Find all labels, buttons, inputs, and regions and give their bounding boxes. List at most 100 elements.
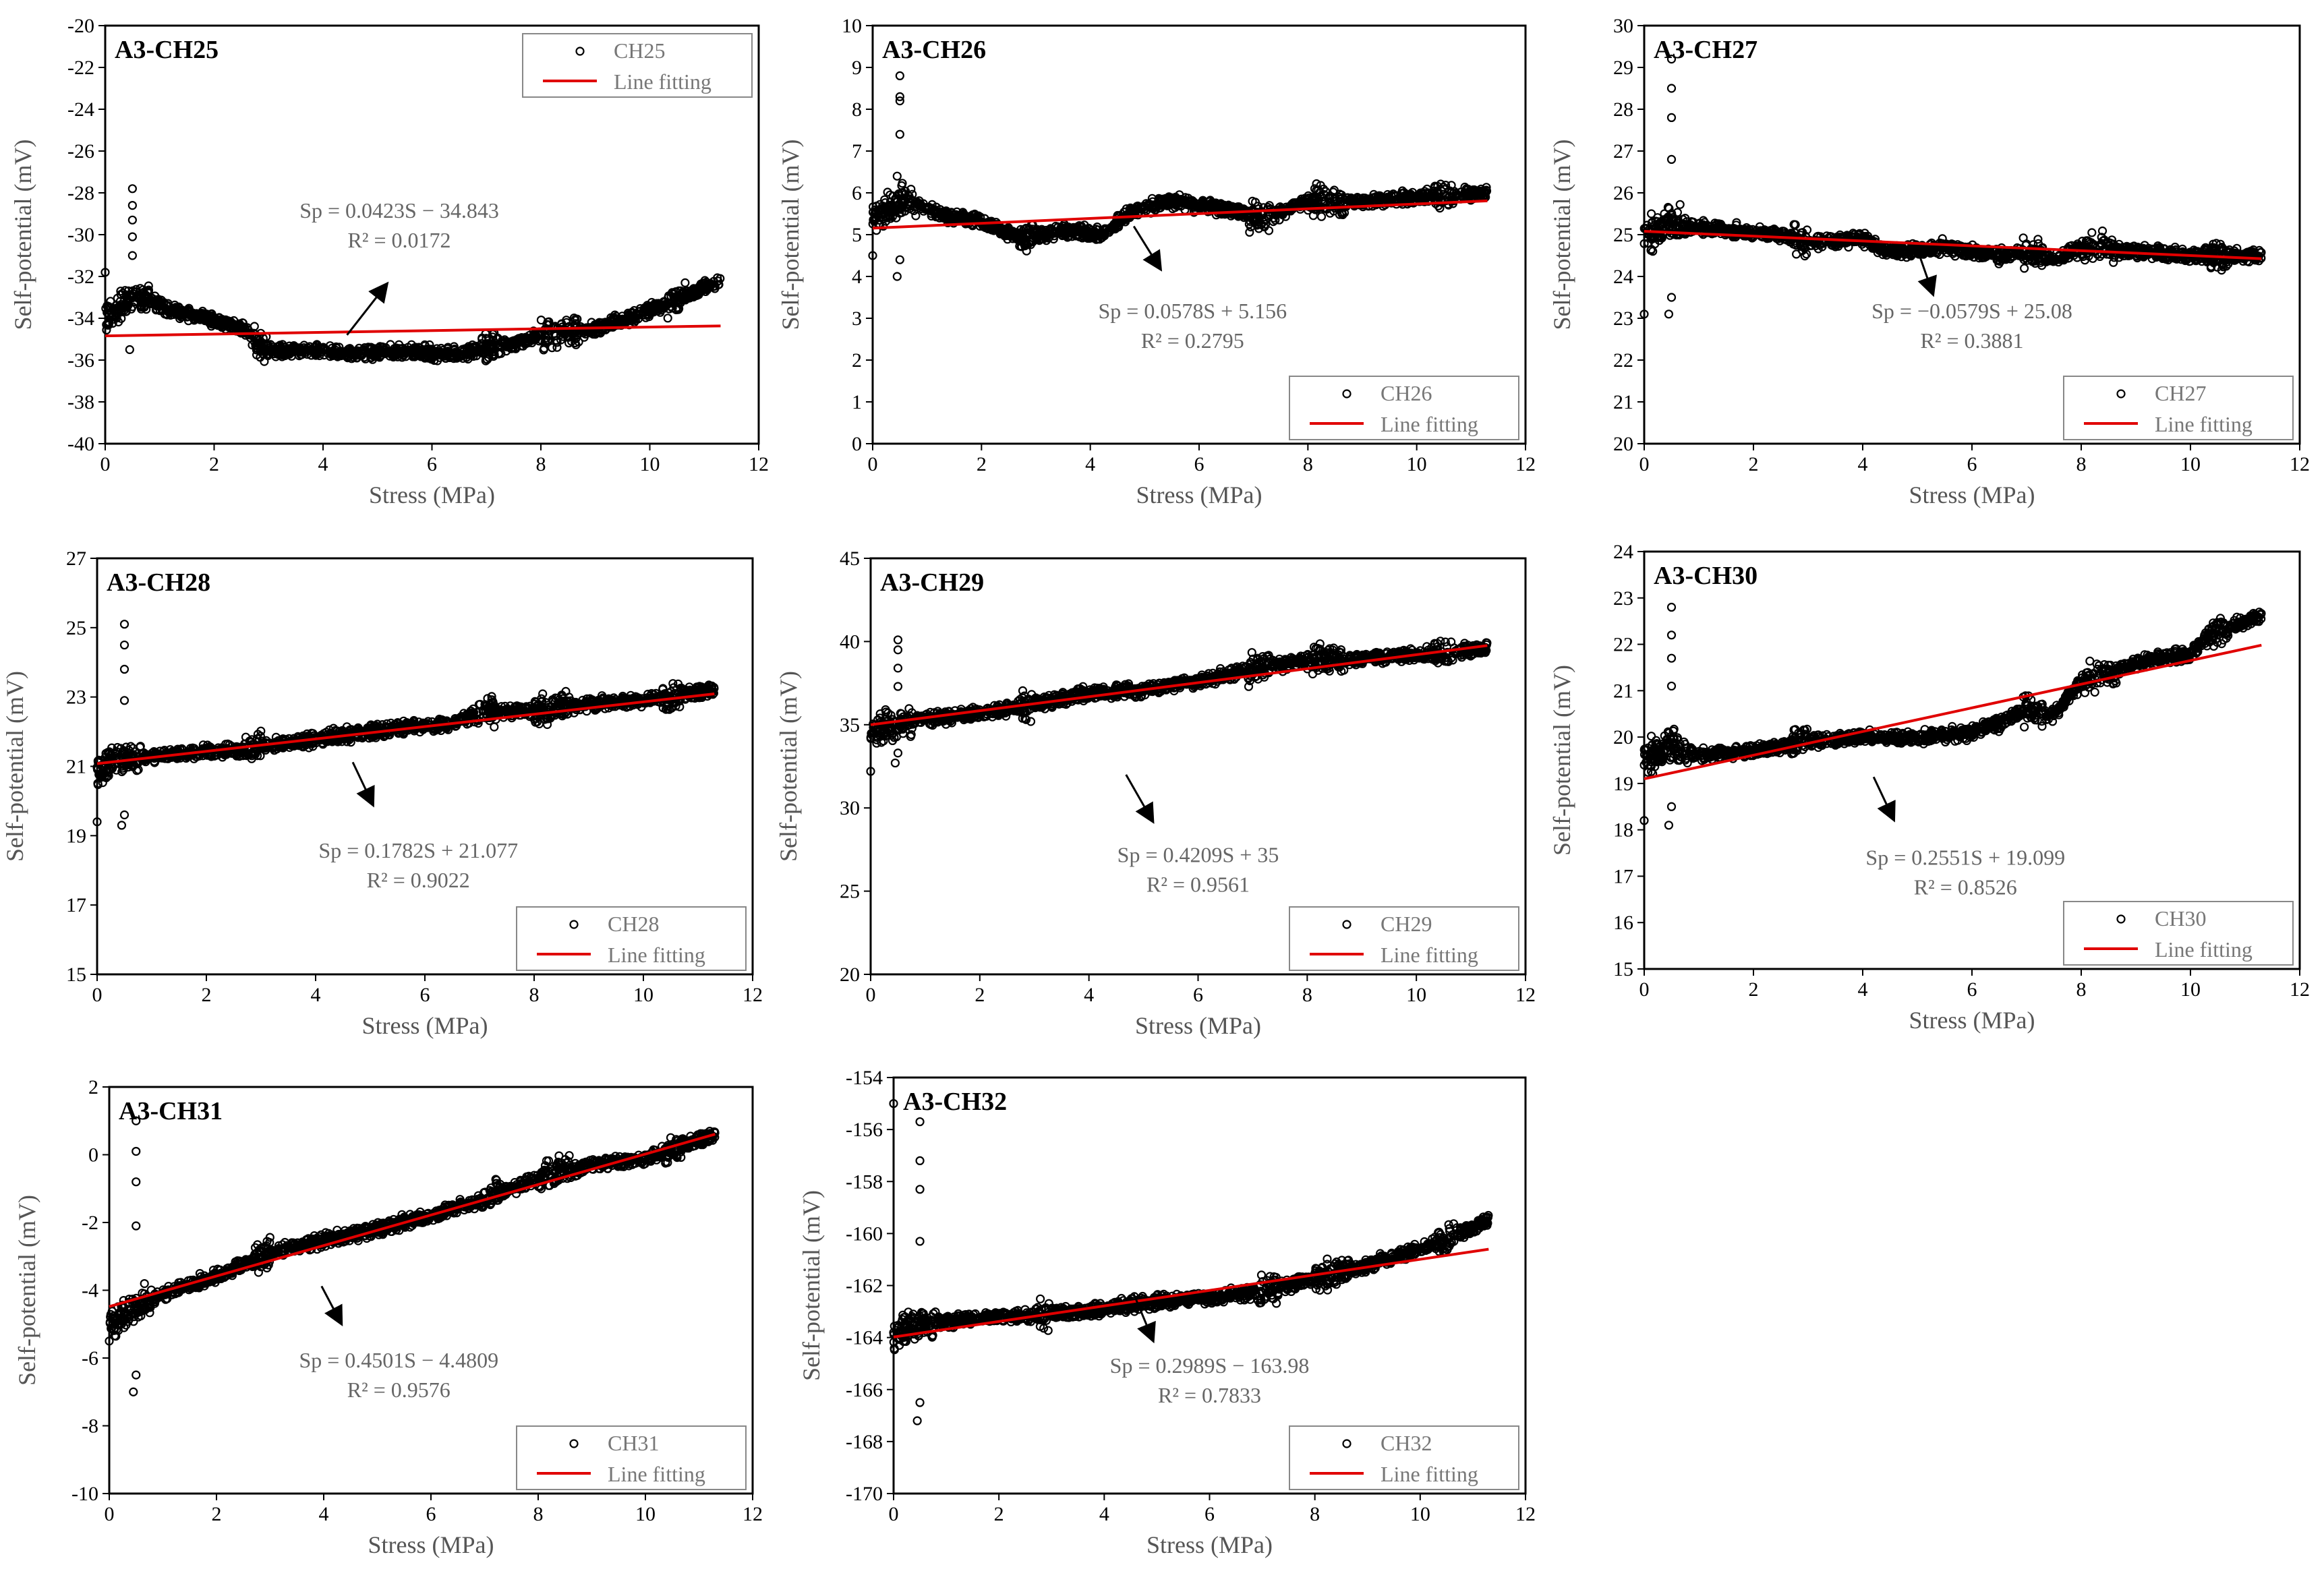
- x-tick-label: 0: [100, 453, 111, 475]
- y-tick-label: 15: [66, 964, 86, 986]
- x-axis-label: Stress (MPa): [362, 1012, 488, 1039]
- x-tick-label: 0: [1639, 453, 1650, 475]
- fit-equation: Sp = 0.0423S − 34.843: [299, 198, 499, 223]
- data-point: [144, 281, 153, 291]
- panel-a3-ch25: 0 2 4 6 8 10 12-40-38-36-34-32-30-28-26-24-22-…: [9, 15, 769, 508]
- legend-series-label: CH25: [614, 38, 665, 63]
- y-tick-label: -28: [67, 182, 94, 204]
- y-axis-label: Self-potential (mV): [1548, 140, 1575, 330]
- y-axis-label: Self-potential (mV): [9, 140, 36, 330]
- legend-fit-label: Line fitting: [1381, 412, 1478, 436]
- y-tick-label: -40: [67, 433, 94, 455]
- x-axis-label: Stress (MPa): [1136, 481, 1262, 508]
- data-point-outlier: [895, 255, 904, 264]
- y-tick-label: -26: [67, 140, 94, 163]
- data-point: [2018, 233, 2028, 243]
- x-tick-label: 6: [1967, 453, 1977, 475]
- data-points-ch25: [100, 184, 725, 366]
- data-point-outlier: [127, 232, 137, 241]
- x-tick-label: 4: [311, 984, 321, 1006]
- y-tick-label: 19: [66, 825, 86, 847]
- fit-equation: Sp = −0.0579S + 25.08: [1871, 299, 2072, 323]
- x-tick-label: 8: [529, 984, 540, 1006]
- x-tick-label: 10: [640, 453, 660, 475]
- data-point-outlier: [127, 251, 137, 260]
- y-axis-label: Self-potential (mV): [777, 140, 804, 330]
- y-tick-label: 6: [852, 182, 862, 204]
- data-point: [2020, 264, 2029, 273]
- x-tick-label: 4: [1858, 453, 1868, 475]
- fit-r-squared: R² = 0.3881: [1921, 328, 2024, 353]
- y-tick-label: -30: [67, 224, 94, 246]
- y-tick-label: -38: [67, 391, 94, 413]
- y-tick-label: 0: [852, 433, 862, 455]
- y-tick-label: 21: [66, 756, 86, 778]
- data-point-outlier: [127, 201, 137, 210]
- y-tick-label: -24: [67, 98, 94, 121]
- y-axis-label: Self-potential (mV): [1, 671, 28, 862]
- x-tick-label: 10: [633, 984, 653, 1006]
- x-tick-label: 10: [2180, 453, 2201, 475]
- x-tick-label: 12: [743, 984, 763, 1006]
- y-tick-label: -20: [67, 15, 94, 37]
- data-point: [2087, 228, 2097, 237]
- x-tick-label: 8: [536, 453, 546, 475]
- data-point-outlier: [1666, 84, 1677, 93]
- x-axis-label: Stress (MPa): [369, 481, 495, 508]
- x-tick-label: 6: [1194, 453, 1204, 475]
- fit-arrow: [1917, 255, 1937, 297]
- x-tick-label: 2: [202, 984, 212, 1006]
- fit-arrow: [346, 281, 389, 336]
- y-tick-label: 29: [1613, 57, 1633, 79]
- y-tick-label: 23: [66, 686, 86, 709]
- x-axis-label: Stress (MPa): [1909, 481, 2035, 508]
- fit-line: [105, 324, 721, 338]
- x-tick-label: 6: [420, 984, 430, 1006]
- y-tick-label: 24: [1613, 266, 1633, 288]
- x-tick-label: 8: [1303, 453, 1313, 475]
- y-tick-label: 23: [1613, 307, 1633, 330]
- x-tick-label: 12: [1515, 453, 1536, 475]
- data-points-ch28: [92, 620, 719, 830]
- y-tick-label: 7: [852, 140, 862, 163]
- x-tick-label: 10: [1407, 453, 1427, 475]
- data-point-outlier: [895, 129, 904, 139]
- data-point-outlier: [892, 171, 902, 181]
- data-point: [1675, 200, 1685, 209]
- y-tick-label: -32: [67, 266, 94, 288]
- data-point-outlier: [1666, 154, 1677, 164]
- fit-line: [1644, 230, 2262, 260]
- y-tick-label: 27: [66, 548, 86, 570]
- y-tick-label: 25: [1613, 224, 1633, 246]
- x-tick-label: 6: [427, 453, 437, 475]
- x-tick-label: 8: [2076, 453, 2087, 475]
- y-tick-label: -22: [67, 57, 94, 79]
- data-point: [116, 287, 125, 296]
- x-tick-label: 12: [2290, 453, 2310, 475]
- panel-title: A3-CH25: [115, 36, 219, 64]
- x-tick-label: 2: [209, 453, 219, 475]
- x-tick-label: 12: [749, 453, 769, 475]
- data-point-outlier: [127, 215, 137, 225]
- x-tick-label: 0: [868, 453, 878, 475]
- data-point: [1245, 227, 1254, 237]
- x-tick-label: 2: [977, 453, 987, 475]
- data-point-outlier: [1666, 113, 1677, 122]
- y-tick-label: 3: [852, 307, 862, 330]
- y-tick-label: 17: [66, 894, 86, 916]
- x-tick-label: 2: [1749, 453, 1759, 475]
- fit-r-squared: R² = 0.0172: [348, 228, 451, 252]
- data-point-outlier: [1666, 293, 1677, 302]
- y-tick-label: 28: [1613, 98, 1633, 121]
- y-tick-label: 26: [1613, 182, 1633, 204]
- data-point-outlier: [1664, 309, 1674, 319]
- y-tick-label: 22: [1613, 349, 1633, 372]
